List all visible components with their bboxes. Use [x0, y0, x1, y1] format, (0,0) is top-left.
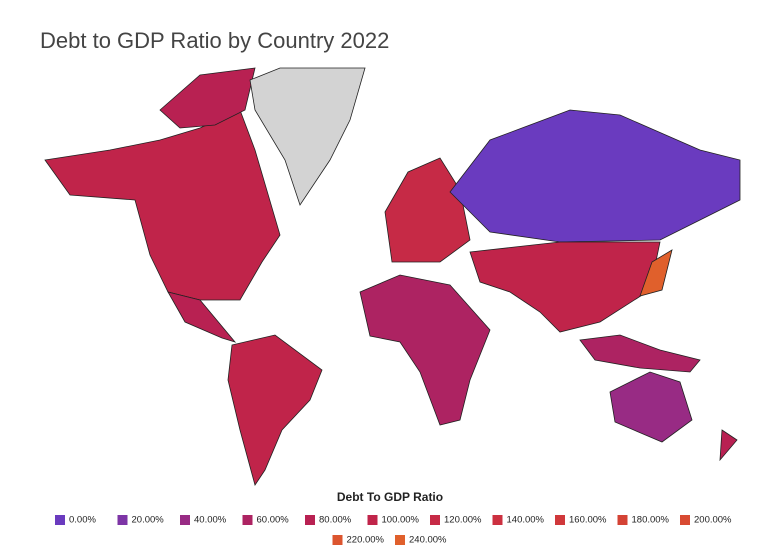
legend-swatch: [492, 515, 503, 525]
map-title: Debt to GDP Ratio by Country 2022: [40, 28, 389, 53]
legend-swatch: [55, 515, 65, 525]
legend: 0.00% 20.00% 40.00% 60.00% 80.00% 100.00% 120.…: [55, 515, 732, 546]
southeast-asia: [579, 334, 701, 373]
legend-label: 0.00%: [69, 515, 96, 526]
legend-label: 40.00%: [194, 515, 227, 526]
africa: [359, 274, 491, 426]
greenland: [249, 67, 366, 206]
legend-swatch: [430, 515, 440, 525]
legend-swatch: [680, 515, 690, 525]
legend-label: 240.00%: [409, 535, 447, 546]
legend-swatch: [617, 515, 628, 525]
legend-label: 100.00%: [382, 515, 420, 526]
legend-label: 20.00%: [132, 515, 165, 526]
legend-swatch: [117, 515, 128, 525]
legend-label: 140.00%: [507, 515, 545, 526]
legend-label: 220.00%: [347, 535, 385, 546]
legend-label: 160.00%: [569, 515, 607, 526]
europe: [384, 157, 471, 263]
central-america: [167, 291, 237, 343]
legend-label: 200.00%: [694, 515, 732, 526]
south-asia: [469, 241, 661, 333]
russia: [449, 109, 741, 243]
legend-swatch: [367, 515, 378, 525]
legend-label: 60.00%: [257, 515, 290, 526]
arctic-islands: [159, 67, 256, 129]
south-america: [227, 334, 323, 486]
world-map: [44, 67, 741, 486]
japan: [639, 249, 673, 297]
legend-swatch: [242, 515, 253, 525]
legend-label: 180.00%: [632, 515, 670, 526]
legend-label: 120.00%: [444, 515, 482, 526]
legend-swatch: [180, 515, 190, 525]
north-america: [44, 109, 281, 301]
new-zealand: [719, 429, 738, 462]
legend-label: 80.00%: [319, 515, 352, 526]
australia: [609, 371, 693, 443]
legend-title: Debt To GDP Ratio: [337, 490, 443, 504]
legend-swatch: [332, 535, 343, 545]
legend-swatch: [305, 515, 315, 525]
legend-swatch: [555, 515, 565, 525]
legend-swatch: [395, 535, 405, 545]
